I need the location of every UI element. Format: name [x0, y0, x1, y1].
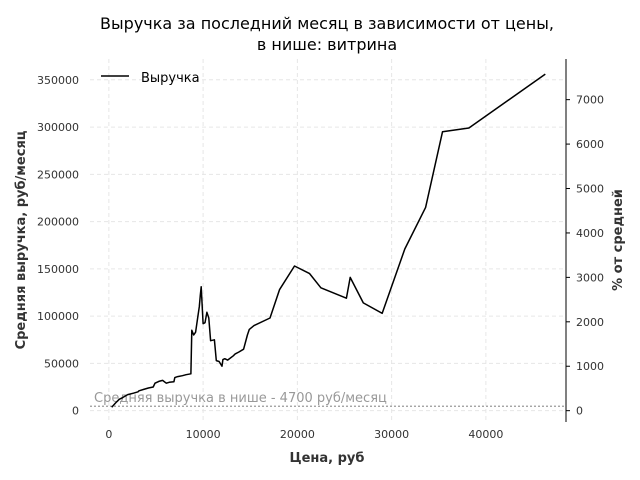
y-tick-label: 50000: [44, 357, 79, 370]
x-axis-label: Цена, руб: [290, 451, 365, 466]
x-tick-label: 40000: [468, 428, 503, 441]
series-line-revenue: [111, 73, 546, 408]
y-right-tick-label: 2000: [576, 316, 604, 329]
y-tick-label: 150000: [37, 263, 79, 276]
y-right-tick-label: 5000: [576, 183, 604, 196]
reference-layer: Средняя выручка в нише - 4700 руб/месяц: [90, 391, 566, 407]
y-tick-label: 350000: [37, 74, 79, 87]
grid: [90, 59, 566, 422]
chart-title-line-2: в нише: витрина: [257, 35, 397, 54]
y-tick-label: 0: [72, 405, 79, 418]
x-tick-label: 20000: [280, 428, 315, 441]
y-tick-label: 200000: [37, 216, 79, 229]
y-tick-label: 300000: [37, 121, 79, 134]
y-tick-label: 250000: [37, 168, 79, 181]
y-right-tick-label: 6000: [576, 138, 604, 151]
x-tick-label: 10000: [186, 428, 221, 441]
x-tick-label: 0: [105, 428, 112, 441]
legend-label: Выручка: [141, 71, 200, 86]
y-right-tick-label: 3000: [576, 271, 604, 284]
x-tick-label: 30000: [374, 428, 409, 441]
average-reference-label: Средняя выручка в нише - 4700 руб/месяц: [94, 391, 387, 406]
chart-title-line-1: Выручка за последний месяц в зависимости…: [100, 14, 554, 33]
y-right-tick-label: 7000: [576, 94, 604, 107]
y-right-tick-label: 0: [576, 405, 583, 418]
y-right-tick-label: 4000: [576, 227, 604, 240]
y-axis-label: Средняя выручка, руб/месяц: [14, 130, 29, 349]
y-right-tick-label: 1000: [576, 360, 604, 373]
legend: Выручка: [101, 71, 200, 86]
axes: 0 10000 20000 30000 400000500001000001500002…: [37, 59, 604, 441]
y-axis-right-label: % от средней: [611, 189, 626, 291]
series-layer: [111, 73, 546, 408]
y-tick-label: 100000: [37, 310, 79, 323]
